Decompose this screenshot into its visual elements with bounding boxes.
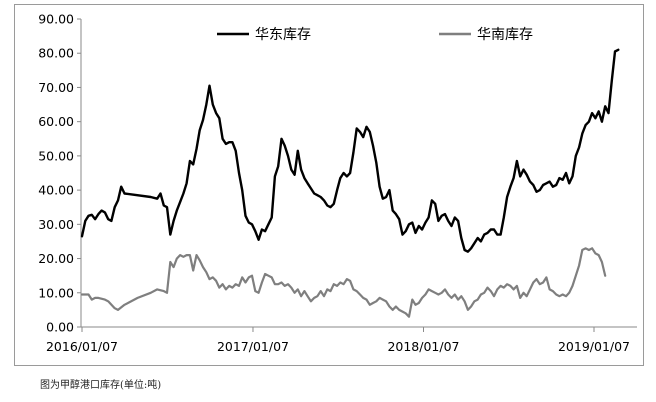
legend-label-huanan: 华南库存 bbox=[477, 27, 533, 43]
y-tick-label: 50.00 bbox=[38, 148, 74, 163]
y-axis-ticks: 0.00 10.00 20.00 30.00 40.00 50.00 60.00 70.00 8… bbox=[38, 12, 81, 335]
y-tick-label: 0.00 bbox=[46, 320, 74, 335]
chart-frame: 0.00 10.00 20.00 30.00 40.00 50.00 60.00 70.00 8… bbox=[14, 4, 644, 366]
y-tick-label: 60.00 bbox=[38, 114, 74, 129]
legend: 华东库存 华南库存 bbox=[217, 27, 533, 43]
x-tick-label: 2017/01/07 bbox=[217, 339, 289, 354]
series-line-huadong bbox=[80, 48, 620, 253]
y-tick-label: 70.00 bbox=[38, 80, 74, 95]
legend-label-huadong: 华东库存 bbox=[255, 27, 311, 43]
x-tick-label: 2018/01/07 bbox=[387, 339, 459, 354]
x-tick-label: 2019/01/07 bbox=[558, 339, 630, 354]
x-tick-label: 2016/01/07 bbox=[46, 339, 118, 354]
line-chart: 0.00 10.00 20.00 30.00 40.00 50.00 60.00 70.00 8… bbox=[38, 12, 637, 354]
series-lines bbox=[80, 48, 620, 318]
y-tick-label: 20.00 bbox=[38, 251, 74, 266]
y-tick-label: 30.00 bbox=[38, 217, 74, 232]
legend-item-huanan: 华南库存 bbox=[439, 27, 533, 43]
legend-item-huadong: 华东库存 bbox=[217, 27, 311, 43]
series-line-huanan bbox=[80, 247, 607, 318]
y-tick-label: 80.00 bbox=[38, 46, 74, 61]
y-tick-label: 40.00 bbox=[38, 183, 74, 198]
axes bbox=[80, 19, 637, 328]
y-tick-label: 10.00 bbox=[38, 285, 74, 300]
y-tick-label: 90.00 bbox=[38, 12, 74, 27]
x-axis-ticks: 2016/01/07 2017/01/07 2018/01/07 2019/01/07 bbox=[46, 327, 630, 354]
chart-caption: 图为甲醇港口库存(单位:吨) bbox=[40, 380, 162, 391]
